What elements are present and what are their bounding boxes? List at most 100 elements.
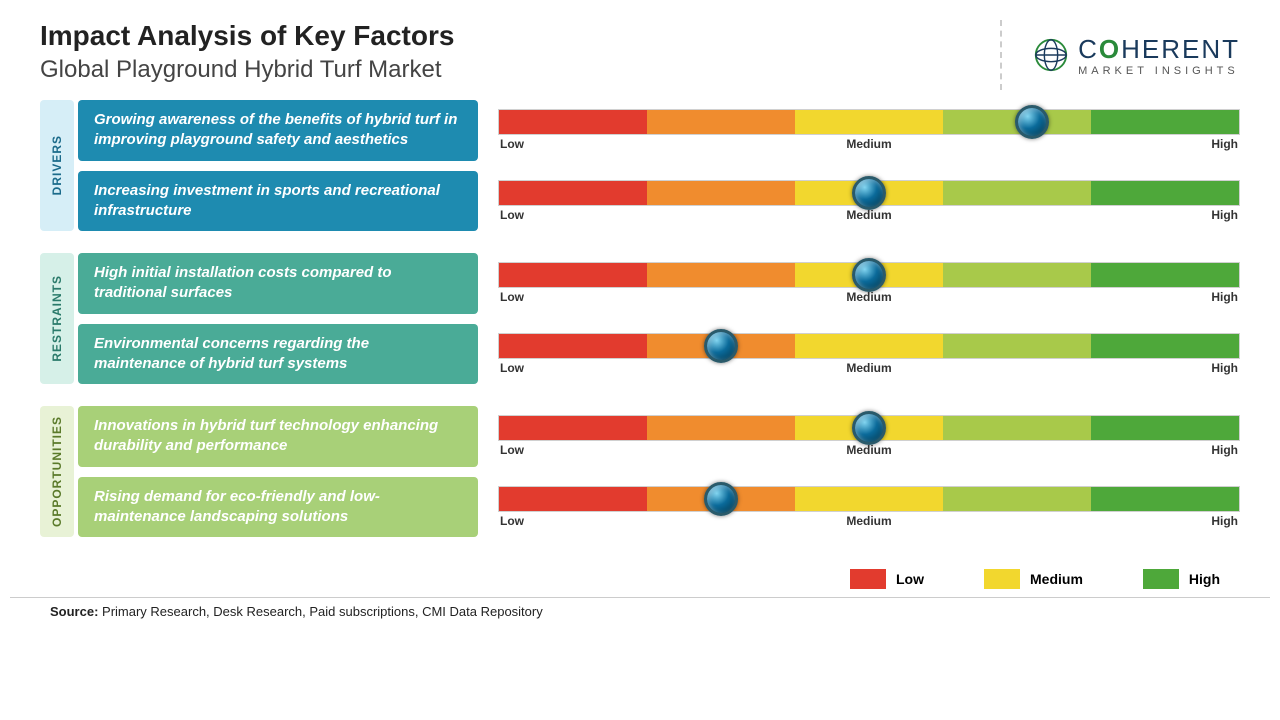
logo-main: COHERENT <box>1078 34 1240 65</box>
gauge-area: Low Medium High <box>498 324 1240 385</box>
source-line: Source: Primary Research, Desk Research,… <box>10 597 1270 625</box>
factors-column: Growing awareness of the benefits of hyb… <box>78 100 1240 231</box>
gauge-segment <box>1091 487 1239 511</box>
factor-row: Rising demand for eco-friendly and low-m… <box>78 477 1240 538</box>
legend-medium-swatch <box>984 569 1020 589</box>
gauge-area: Low Medium High <box>498 171 1240 232</box>
gauge-area: LowMediumHigh <box>498 477 1240 538</box>
legend-high: High <box>1143 569 1220 589</box>
content-area: DRIVERS Growing awareness of the benefits… <box>0 100 1280 537</box>
gauge-segment <box>647 263 795 287</box>
gauge-marker <box>852 411 886 445</box>
gauge-bar <box>498 486 1240 512</box>
gauge-segment <box>943 181 1091 205</box>
gauge-label-low: Low <box>500 137 524 151</box>
category-label: RESTRAINTS <box>40 253 74 384</box>
factor-row: Growing awareness of the benefits of hyb… <box>78 100 1240 161</box>
source-text: Primary Research, Desk Research, Paid su… <box>98 604 542 619</box>
legend-medium-label: Medium <box>1030 571 1083 587</box>
gauge-label-high: High <box>1211 208 1238 222</box>
gauge-bar <box>498 180 1240 206</box>
brand-logo: COHERENT MARKET INSIGHTS <box>1000 20 1240 90</box>
gauge-segment <box>1091 416 1239 440</box>
gauge-label-medium: Medium <box>846 443 891 457</box>
gauge-segment <box>499 416 647 440</box>
source-label: Source: <box>50 604 98 619</box>
factor-box: Environmental concerns regarding the mai… <box>78 324 478 385</box>
factor-box: Increasing investment in sports and recr… <box>78 171 478 232</box>
logo-c: C <box>1078 34 1099 64</box>
gauge-segment <box>499 181 647 205</box>
gauge-segment <box>795 334 943 358</box>
gauge-label-high: High <box>1211 443 1238 457</box>
logo-o: O <box>1099 34 1121 64</box>
category-group-restraints: RESTRAINTS High initial installation cost… <box>40 253 1240 384</box>
gauge-segment <box>1091 263 1239 287</box>
logo-rest: HERENT <box>1121 34 1240 64</box>
category-group-opportunities: OPPORTUNITIES Innovations in hybrid turf … <box>40 406 1240 537</box>
category-label-text: DRIVERS <box>50 135 64 195</box>
gauge-marker <box>704 482 738 516</box>
gauge-segment <box>943 487 1091 511</box>
gauge-label-low: Low <box>500 208 524 222</box>
gauge-marker <box>852 176 886 210</box>
gauge-label-high: High <box>1211 514 1238 528</box>
factors-column: Innovations in hybrid turf technology en… <box>78 406 1240 537</box>
category-label: OPPORTUNITIES <box>40 406 74 537</box>
legend-medium: Medium <box>984 569 1083 589</box>
globe-icon <box>1032 36 1070 74</box>
gauge-label-medium: Medium <box>846 514 891 528</box>
legend-high-swatch <box>1143 569 1179 589</box>
gauge-label-medium: Medium <box>846 290 891 304</box>
gauge-segment <box>647 416 795 440</box>
factor-row: Increasing investment in sports and recr… <box>78 171 1240 232</box>
category-label-text: OPPORTUNITIES <box>50 416 64 527</box>
logo-sub: MARKET INSIGHTS <box>1078 65 1240 77</box>
gauge-label-low: Low <box>500 443 524 457</box>
gauge-segment <box>1091 334 1239 358</box>
title-block: Impact Analysis of Key Factors Global Pl… <box>40 20 1000 84</box>
category-label-text: RESTRAINTS <box>50 275 64 362</box>
factor-box: Innovations in hybrid turf technology en… <box>78 406 478 467</box>
gauge-marker <box>1015 105 1049 139</box>
gauge-label-high: High <box>1211 137 1238 151</box>
factor-row: Innovations in hybrid turf technology en… <box>78 406 1240 467</box>
factor-box: Growing awareness of the benefits of hyb… <box>78 100 478 161</box>
gauge-area: Low Medium High <box>498 406 1240 467</box>
sub-title: Global Playground Hybrid Turf Market <box>40 56 1000 84</box>
gauge-segment <box>1091 110 1239 134</box>
gauge-label-medium: Medium <box>846 208 891 222</box>
gauge-label-high: High <box>1211 361 1238 375</box>
factor-row: High initial installation costs compared… <box>78 253 1240 314</box>
gauge-label-low: Low <box>500 290 524 304</box>
legend-low: Low <box>850 569 924 589</box>
gauge-label-medium: Medium <box>846 361 891 375</box>
gauge-segment <box>943 263 1091 287</box>
gauge-labels: LowMediumHigh <box>498 514 1240 528</box>
category-group-drivers: DRIVERS Growing awareness of the benefits… <box>40 100 1240 231</box>
gauge-labels: Low Medium High <box>498 208 1240 222</box>
legend-low-swatch <box>850 569 886 589</box>
factor-row: Environmental concerns regarding the mai… <box>78 324 1240 385</box>
gauge-segment <box>647 181 795 205</box>
gauge-label-low: Low <box>500 361 524 375</box>
gauge-marker <box>852 258 886 292</box>
gauge-label-high: High <box>1211 290 1238 304</box>
factors-column: High initial installation costs compared… <box>78 253 1240 384</box>
gauge-bar <box>498 262 1240 288</box>
gauge-bar <box>498 415 1240 441</box>
gauge-segment <box>943 334 1091 358</box>
gauge-area: LowMediumHigh <box>498 100 1240 161</box>
gauge-marker <box>704 329 738 363</box>
header: Impact Analysis of Key Factors Global Pl… <box>0 0 1280 100</box>
gauge-segment <box>499 334 647 358</box>
gauge-labels: Low Medium High <box>498 443 1240 457</box>
factor-box: Rising demand for eco-friendly and low-m… <box>78 477 478 538</box>
main-title: Impact Analysis of Key Factors <box>40 20 1000 52</box>
gauge-segment <box>647 110 795 134</box>
gauge-labels: Low Medium High <box>498 361 1240 375</box>
gauge-area: Low Medium High <box>498 253 1240 314</box>
gauge-segment <box>499 487 647 511</box>
gauge-labels: Low Medium High <box>498 290 1240 304</box>
legend-low-label: Low <box>896 571 924 587</box>
